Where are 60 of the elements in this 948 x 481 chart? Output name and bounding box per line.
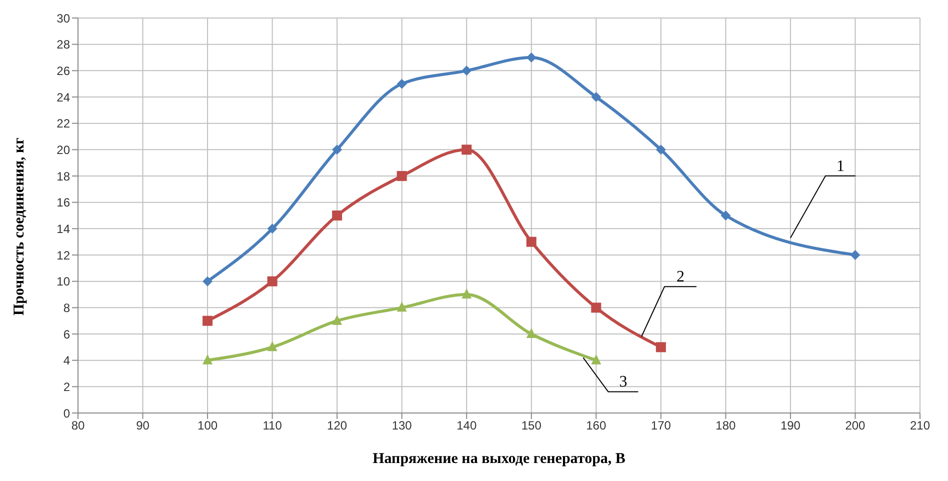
x-axis-title: Напряжение на выходе генератора, В (372, 451, 626, 467)
point (656, 342, 666, 352)
y-tick-label: 6 (63, 327, 70, 342)
y-tick-label: 0 (63, 406, 70, 420)
point (591, 354, 602, 364)
point (202, 316, 213, 326)
x-tick-label: 80 (71, 418, 85, 433)
point (720, 210, 731, 220)
y-tick-label: 18 (56, 169, 70, 184)
x-tick-label: 190 (780, 418, 801, 433)
point (591, 92, 602, 102)
point (202, 276, 213, 286)
x-tick-label: 90 (136, 418, 150, 433)
point (396, 171, 407, 181)
point (462, 144, 472, 155)
point (526, 328, 536, 338)
x-tick-label: 120 (327, 418, 348, 433)
x-tick-label: 180 (716, 418, 736, 433)
x-tick-label: 150 (521, 418, 542, 433)
y-axis-title: Прочность соединения, кг (11, 137, 28, 316)
x-tick-label: 210 (910, 418, 930, 433)
point (850, 250, 860, 260)
point (202, 354, 213, 364)
point (267, 276, 278, 286)
y-tick-label: 30 (56, 11, 70, 26)
y-tick-label: 20 (56, 142, 70, 157)
x-tick-label: 200 (845, 418, 866, 433)
y-tick-label: 14 (56, 222, 70, 236)
x-tick-label: 170 (650, 418, 672, 433)
point (462, 66, 472, 76)
y-tick-label: 10 (56, 274, 70, 289)
y-tick-label: 2 (63, 380, 70, 394)
point (591, 302, 602, 313)
y-tick-label: 28 (56, 38, 70, 52)
x-tick-label: 140 (456, 418, 477, 433)
x-tick-label: 110 (262, 418, 282, 433)
annotation: 1 (836, 158, 844, 175)
y-tick-label: 8 (63, 300, 70, 315)
point (267, 341, 278, 352)
y-tick-label: 4 (63, 354, 70, 368)
y-tick-label: 22 (56, 116, 70, 131)
annotation: 2 (676, 268, 684, 286)
point (462, 288, 472, 298)
point (332, 144, 342, 155)
point (332, 210, 342, 220)
y-tick-label: 24 (56, 90, 70, 104)
x-tick-label: 160 (586, 418, 606, 433)
x-tick-label: 100 (198, 418, 218, 433)
point (526, 236, 536, 247)
point (526, 52, 536, 62)
point (332, 314, 342, 325)
y-tick-label: 12 (56, 248, 70, 262)
annotation: 3 (619, 374, 628, 391)
x-tick-label: 130 (392, 418, 412, 433)
point (396, 302, 407, 312)
point (396, 78, 407, 89)
point (267, 224, 278, 234)
y-tick-label: 16 (56, 196, 70, 210)
y-tick-label: 26 (56, 64, 70, 78)
point (656, 144, 666, 155)
